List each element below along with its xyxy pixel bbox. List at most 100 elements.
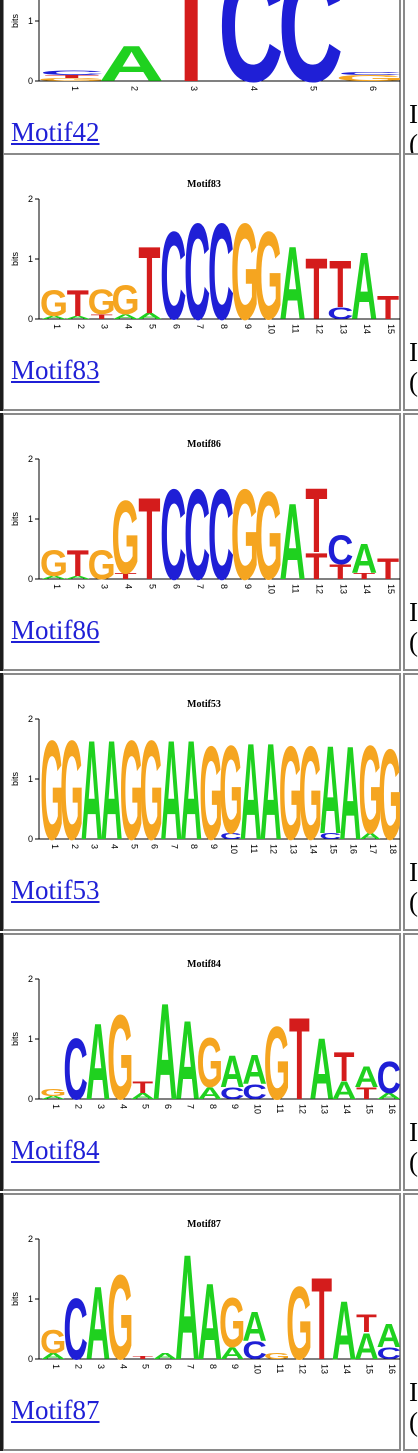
x-tick-label: 3 — [96, 1364, 106, 1369]
motif-link[interactable]: Motif86 — [11, 615, 100, 645]
info-text-line: I — [409, 1377, 418, 1407]
x-tick-label: 8 — [219, 324, 229, 329]
truncated-info-text: I( — [409, 1377, 418, 1437]
logo-letter: T — [132, 1078, 154, 1097]
logo-letter: G — [40, 710, 63, 869]
logo-letter: T — [305, 469, 327, 572]
logo-letter: G — [88, 283, 116, 322]
logo-letter: A — [198, 1084, 222, 1103]
logo-letter: A — [354, 1060, 378, 1093]
motif-link[interactable]: Motif87 — [11, 1395, 100, 1425]
info-text-line: I — [409, 1117, 418, 1147]
logo-letter: A — [180, 710, 202, 869]
logo-letter: A — [309, 1021, 333, 1119]
logo-letter: G — [335, 73, 401, 82]
x-tick-label: 3 — [96, 1104, 106, 1109]
y-tick-label: 0 — [28, 834, 33, 844]
logo-letter: G — [219, 722, 242, 861]
y-axis-label: bits — [10, 14, 20, 29]
logo-letter: G — [40, 542, 68, 584]
x-tick-label: 6 — [171, 324, 181, 329]
x-tick-label: 14 — [342, 1364, 352, 1374]
info-text-line: ( — [409, 1147, 418, 1177]
logo-letter: A — [86, 1266, 110, 1382]
logo-letter: T — [305, 545, 328, 587]
x-tick-label: 10 — [267, 324, 277, 334]
logo-letter: A — [41, 1352, 66, 1361]
logo-letter: A — [175, 1225, 199, 1392]
logo-letter: A — [220, 1046, 244, 1097]
x-tick-label: 5 — [141, 1104, 151, 1109]
logo-letter: C — [242, 1080, 266, 1103]
x-tick-label: 3 — [100, 324, 110, 329]
x-tick-label: 7 — [169, 844, 179, 849]
logo-letter: G — [286, 1266, 312, 1382]
logo-letter: A — [175, 997, 199, 1123]
logo-letter: G — [40, 1324, 66, 1361]
y-tick-label: 2 — [28, 1234, 33, 1244]
motif-link[interactable]: Motif83 — [11, 355, 100, 385]
logo-letter: G — [255, 208, 283, 347]
x-tick-label: 4 — [249, 86, 259, 91]
logo-letter: T — [138, 227, 160, 334]
logo-letter: A — [153, 1352, 178, 1361]
x-tick-label: 4 — [118, 1364, 128, 1369]
y-tick-label: 0 — [28, 574, 33, 584]
x-tick-label: 11 — [275, 1104, 285, 1113]
y-tick-label: 2 — [28, 194, 33, 204]
logo-letter: G — [107, 1250, 133, 1385]
x-tick-label: 13 — [289, 844, 299, 854]
x-tick-label: 16 — [387, 1364, 397, 1374]
info-cell — [403, 413, 418, 671]
logo-letter: C — [377, 1052, 401, 1103]
x-tick-label: 18 — [388, 844, 398, 854]
x-tick-label: 12 — [297, 1364, 307, 1374]
logo-letter: C — [63, 1021, 87, 1119]
logo-letter: T — [356, 1084, 378, 1103]
x-tick-label: 15 — [386, 324, 396, 334]
x-tick-label: 4 — [124, 324, 134, 329]
logo-letter: C — [220, 1084, 244, 1103]
logo-letter: A — [41, 1095, 65, 1100]
x-tick-label: 12 — [314, 324, 324, 334]
logo-letter: A — [320, 722, 342, 861]
left-border — [0, 933, 3, 1191]
logo-title: Motif83 — [187, 179, 221, 190]
motif-link[interactable]: Motif84 — [11, 1135, 100, 1165]
x-tick-label: 9 — [230, 1364, 240, 1369]
motif-link[interactable]: Motif42 — [11, 117, 100, 147]
x-tick-label: 9 — [230, 1104, 240, 1109]
logo-letter: A — [332, 1077, 356, 1105]
logo-letter: A — [65, 315, 91, 320]
y-tick-label: 1 — [28, 254, 33, 264]
motif-link[interactable]: Motif53 — [11, 875, 100, 905]
x-tick-label: 13 — [338, 324, 348, 334]
x-tick-label: 2 — [74, 1104, 84, 1109]
info-cell — [403, 153, 418, 411]
left-border — [0, 153, 3, 411]
x-tick-label: 16 — [348, 844, 358, 854]
x-tick-label: 8 — [208, 1104, 218, 1109]
x-tick-label: 6 — [368, 86, 378, 91]
logo-letter: G — [279, 720, 302, 868]
x-tick-label: 1 — [52, 584, 62, 589]
logo-letter: G — [88, 543, 116, 589]
x-tick-label: 10 — [267, 584, 277, 594]
logo-letter: G — [111, 478, 139, 596]
logo-letter: T — [356, 1310, 377, 1338]
logo-cell: Motif53 0 1 2 bits G 1 G 2 A 3 A 4 G 5 G 6 A 7 A 8 G 9 C G 10 A 11 A… — [2, 673, 401, 931]
logo-letter: T — [329, 561, 351, 584]
logo-cell: Motif86 0 1 2 bits A G 1 A T 2 G 3 T G 4 T 5 C 6 C 7 C 8 G 9 G 10 A 1… — [2, 413, 401, 671]
logo-title: Motif53 — [187, 699, 221, 710]
logo-letter: G — [40, 1087, 66, 1098]
info-text-line: ( — [409, 887, 418, 917]
logo-letter: A — [65, 575, 91, 580]
logo-letter: C — [327, 528, 353, 574]
info-text-line: I — [409, 857, 418, 887]
logo-letter: G — [255, 468, 283, 607]
left-border — [0, 0, 3, 173]
logo-cell: 012bitsGTC1A2T3C4C5GC6Motif42 — [2, 0, 401, 173]
x-tick-label: 9 — [243, 324, 253, 329]
logo-letter: C — [160, 463, 186, 607]
logo-letter: T — [329, 247, 351, 322]
